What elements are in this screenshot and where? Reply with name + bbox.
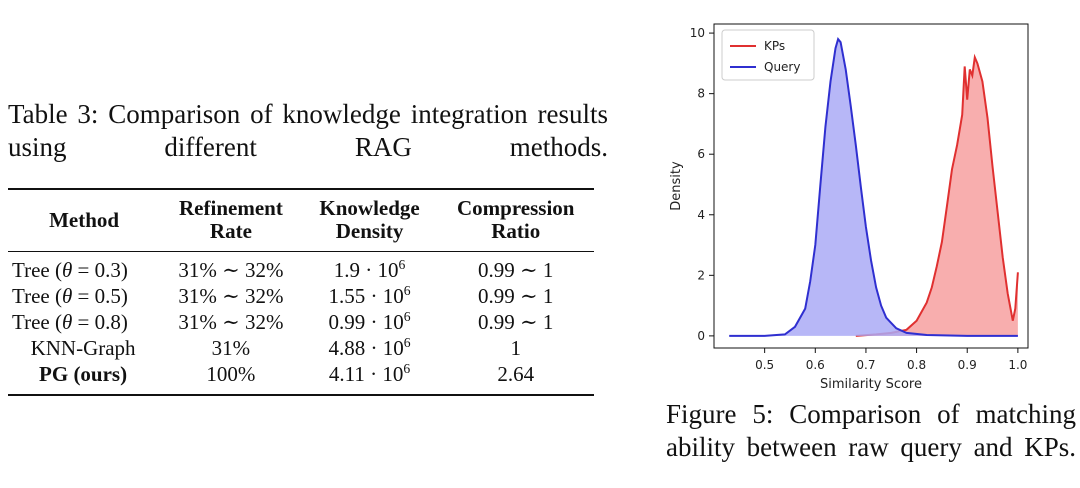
ratio-cell: 2.64 (497, 362, 535, 386)
method-cell: Tree (θ = 0.3) (12, 258, 128, 282)
legend-label-query: Query (764, 60, 800, 74)
y-tick-label: 4 (697, 208, 705, 222)
table-caption: Table 3: Comparison of knowledge integra… (8, 99, 608, 162)
ratio-cell: 0.99 ∼ 1 (478, 284, 554, 308)
x-tick-label: 0.9 (958, 358, 977, 372)
ratio-cell: 0.99 ∼ 1 (478, 310, 554, 334)
density-cell: 4.11 · 106 (328, 361, 411, 386)
x-tick-label: 0.5 (755, 358, 774, 372)
density-cell: 1.55 · 106 (328, 283, 411, 308)
y-axis-label: Density (669, 161, 684, 211)
header-knowledge-density: Knowledge Density (319, 196, 420, 244)
y-tick-label: 6 (697, 147, 705, 161)
header-method: Method (49, 207, 120, 232)
ratio-cell: 0.99 ∼ 1 (478, 258, 554, 282)
y-tick-label: 10 (690, 26, 705, 40)
table-row: Tree (θ = 0.3) 31% ∼ 32% 1.9 · 106 0.99 … (8, 251, 594, 284)
figure-caption: Figure 5: Comparison of matching ability… (666, 399, 1076, 462)
plot-frame (713, 23, 1029, 349)
x-tick-label: 0.8 (907, 358, 926, 372)
x-tick-label: 1.0 (1008, 358, 1027, 372)
similarity-density-chart: 0.5 0.6 0.7 0.8 0.9 1.0 0 2 4 6 8 10 Similarity Scor… (669, 23, 1029, 392)
y-tick-label: 0 (697, 329, 705, 343)
density-cell: 4.88 · 106 (328, 335, 411, 360)
method-cell: Tree (θ = 0.5) (12, 284, 128, 308)
rate-cell: 100% (206, 362, 256, 386)
rate-cell: 31% ∼ 32% (178, 310, 284, 334)
density-cell: 1.9 · 106 (333, 257, 406, 282)
method-cell: KNN-Graph (30, 336, 136, 360)
x-tick-label: 0.6 (806, 358, 825, 372)
x-tick-label: 0.7 (856, 358, 875, 372)
series-line-kps (855, 53, 1019, 337)
ratio-cell: 1 (510, 336, 521, 360)
header-compression-ratio: Compression Ratio (457, 196, 575, 244)
series-line-query (729, 36, 1018, 337)
header-refinement-rate: Refinement Rate (179, 196, 283, 244)
density-cell: 0.99 · 106 (328, 309, 411, 334)
table-header-row: Method Refinement Rate Knowledge Density C… (8, 189, 594, 251)
table-row: PG (ours) 100% 4.11 · 106 2.64 (8, 362, 594, 395)
rate-cell: 31% ∼ 32% (178, 258, 284, 282)
method-cell: Tree (θ = 0.8) (12, 310, 128, 334)
series-area-kps (855, 57, 1018, 336)
table-row: Tree (θ = 0.5) 31% ∼ 32% 1.55 · 106 0.99… (8, 284, 594, 310)
x-axis-label: Similarity Score (820, 377, 922, 392)
table-row: KNN-Graph 31% 4.88 · 106 1 (8, 336, 594, 362)
results-table: Method Refinement Rate Knowledge Density C… (8, 188, 594, 396)
table-row: Tree (θ = 0.8) 31% ∼ 32% 0.99 · 106 0.99… (8, 310, 594, 336)
method-cell: PG (ours) (39, 362, 128, 386)
legend-label-kps: KPs (764, 39, 785, 53)
rate-cell: 31% (211, 336, 251, 360)
y-tick-label: 8 (697, 87, 705, 101)
y-tick-label: 2 (697, 268, 705, 282)
rate-cell: 31% ∼ 32% (178, 284, 284, 308)
